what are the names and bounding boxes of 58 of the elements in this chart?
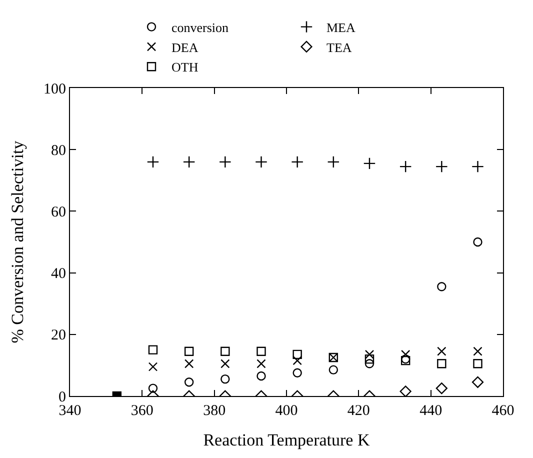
point — [363, 157, 376, 170]
point — [218, 156, 232, 168]
point — [437, 359, 446, 368]
x-tick-label: 340 — [58, 403, 82, 419]
y-axis-title: % Conversion and Selectivity — [8, 140, 28, 344]
point — [400, 386, 412, 396]
point — [220, 374, 230, 384]
x-tick-label: 400 — [275, 403, 298, 419]
legend-label: MEA — [326, 20, 356, 35]
point — [184, 359, 194, 368]
point — [435, 160, 448, 173]
point — [364, 354, 374, 364]
point — [220, 346, 230, 356]
x-tick-label: 380 — [203, 403, 226, 419]
point — [148, 362, 158, 372]
x-tick-label: 440 — [420, 403, 442, 419]
point — [399, 160, 412, 173]
point — [473, 346, 482, 356]
legend-label: OTH — [172, 60, 198, 75]
point — [184, 378, 194, 387]
y-tick-label: 60 — [51, 204, 66, 220]
y-tick-label: 100 — [44, 81, 66, 98]
y-tick-label: 20 — [51, 328, 66, 344]
point — [220, 359, 230, 368]
point — [256, 371, 266, 381]
point — [256, 346, 266, 356]
point — [292, 350, 302, 360]
point — [292, 356, 302, 366]
legend-label: DEA — [172, 40, 199, 55]
point — [437, 346, 446, 356]
point — [327, 156, 340, 168]
point — [256, 359, 266, 368]
y-tick-label: 0 — [58, 389, 66, 406]
point — [473, 359, 482, 368]
point — [184, 346, 194, 356]
x-tick-label: 360 — [130, 403, 154, 419]
point — [364, 359, 374, 368]
point — [472, 160, 484, 173]
point — [148, 345, 158, 354]
point — [146, 156, 160, 168]
point — [473, 237, 482, 247]
x-tick-label: 460 — [492, 403, 514, 419]
legend-label: TEA — [326, 40, 352, 55]
legend-label: conversion — [172, 20, 230, 35]
point — [328, 365, 338, 374]
point — [472, 376, 484, 388]
point — [291, 156, 304, 168]
x-axis-title: Reaction Temperature K — [203, 430, 370, 450]
point — [148, 384, 158, 393]
point — [437, 282, 446, 292]
point — [364, 350, 374, 360]
point — [436, 382, 448, 394]
y-tick-label: 40 — [51, 266, 66, 282]
point — [182, 156, 196, 168]
point — [292, 368, 302, 378]
y-tick-label: 80 — [51, 142, 66, 159]
x-tick-label: 420 — [347, 403, 370, 419]
point — [255, 156, 268, 168]
